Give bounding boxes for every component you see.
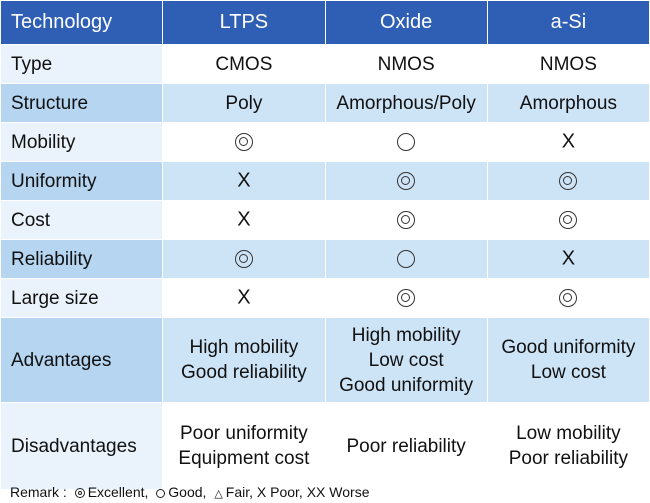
table-cell: NMOS — [324, 44, 488, 84]
double-circle-icon — [559, 211, 578, 230]
table-row: Uniformity X — [0, 161, 650, 201]
table-cell: X — [162, 278, 326, 318]
fair-triangle-icon: △ — [214, 487, 223, 500]
cell-line: Good reliability — [181, 362, 307, 383]
table-cell: X — [162, 161, 326, 201]
table-cell — [486, 278, 650, 318]
cell-line: Poor reliability — [346, 435, 466, 457]
cell-line: Low cost — [530, 362, 606, 383]
remark-worse: XX Worse — [306, 484, 370, 500]
table-cell — [324, 161, 488, 201]
cell-line: Low cost — [368, 349, 444, 371]
remark-good: Good, — [168, 484, 207, 500]
remark-legend: Remark : Excellent, Good, △ Fair, X Poor,… — [10, 484, 369, 500]
table-row: Cost X — [0, 200, 650, 240]
table-body: Type CMOS NMOS NMOS Structure Poly Amorphous/P… — [0, 44, 650, 490]
table-cell: Amorphous/Poly — [324, 83, 488, 123]
table-cell — [486, 161, 650, 201]
row-label: Advantages — [0, 317, 164, 403]
table-cell: X — [486, 122, 650, 162]
poor-mark: X — [237, 169, 251, 192]
table-row: Type CMOS NMOS NMOS — [0, 44, 650, 84]
table-cell — [324, 122, 488, 162]
header-row: Technology LTPS Oxide a-Si — [0, 0, 650, 45]
double-circle-icon — [234, 250, 253, 269]
table-cell: NMOS — [486, 44, 650, 84]
table-cell-multiline: Good uniformity Low cost — [486, 317, 650, 403]
table-cell-multiline: Poor uniformity Equipment cost — [162, 402, 326, 490]
table-cell — [162, 122, 326, 162]
cell-line: High mobility — [189, 337, 299, 358]
poor-mark: X — [237, 286, 251, 309]
table-row: Advantages High mobility Good reliability H… — [0, 317, 650, 403]
good-icon — [156, 488, 166, 498]
double-circle-icon — [234, 133, 253, 152]
table-cell — [162, 239, 326, 279]
table-cell: Poly — [162, 83, 326, 123]
row-label: Cost — [0, 200, 164, 240]
double-circle-icon — [397, 211, 416, 230]
header-asi: a-Si — [486, 0, 650, 45]
table-row: Reliability X — [0, 239, 650, 279]
remark-fair: Fair, — [225, 484, 254, 500]
cell-line: Poor reliability — [508, 448, 629, 469]
row-label: Structure — [0, 83, 164, 123]
cell-line: High mobility — [351, 324, 461, 346]
poor-mark: X — [561, 247, 576, 270]
table-cell — [324, 200, 488, 240]
poor-mark: X — [561, 130, 576, 153]
row-label: Reliability — [0, 239, 164, 279]
table-cell: X — [486, 239, 650, 279]
table-row: Structure Poly Amorphous/Poly Amorphous — [0, 83, 650, 123]
table-cell-multiline: High mobility Low cost Good uniformity — [324, 317, 488, 403]
table-cell-multiline: Low mobility Poor reliability — [486, 402, 650, 490]
double-circle-icon — [397, 289, 416, 308]
row-label: Disadvantages — [0, 402, 164, 490]
header-oxide: Oxide — [324, 0, 488, 45]
table-cell — [486, 200, 650, 240]
cell-line: Good uniformity — [501, 337, 636, 358]
remark-poor: X Poor, — [256, 484, 303, 500]
row-label: Large size — [0, 278, 164, 318]
table-cell — [324, 278, 488, 318]
table-cell-multiline: High mobility Good reliability — [162, 317, 326, 403]
table-cell: Amorphous — [486, 83, 650, 123]
remark-excellent: Excellent, — [87, 484, 149, 500]
row-label: Type — [0, 44, 164, 84]
cell-line: Good uniformity — [339, 374, 474, 396]
table-row: Mobility X — [0, 122, 650, 162]
circle-icon — [397, 250, 416, 269]
poor-mark: X — [237, 208, 251, 231]
table-cell: X — [162, 200, 326, 240]
row-label: Mobility — [0, 122, 164, 162]
circle-icon — [397, 133, 416, 152]
table-cell — [324, 239, 488, 279]
double-circle-icon — [559, 289, 578, 308]
row-label: Uniformity — [0, 161, 164, 201]
header-ltps: LTPS — [162, 0, 326, 45]
table-cell-multiline: Poor reliability — [324, 402, 488, 490]
double-circle-icon — [397, 172, 416, 191]
excellent-icon — [74, 488, 85, 499]
header-technology: Technology — [0, 0, 164, 45]
remark-prefix: Remark : — [10, 484, 67, 500]
table-cell: CMOS — [162, 44, 326, 84]
cell-line: Poor uniformity — [179, 423, 308, 444]
double-circle-icon — [559, 172, 578, 191]
table-row: Disadvantages Poor uniformity Equipment co… — [0, 402, 650, 490]
cell-line: Low mobility — [516, 423, 621, 444]
cell-line: Equipment cost — [178, 448, 310, 469]
table-row: Large size X — [0, 278, 650, 318]
comparison-table: Technology LTPS Oxide a-Si Type CMOS NMOS N… — [0, 0, 650, 490]
